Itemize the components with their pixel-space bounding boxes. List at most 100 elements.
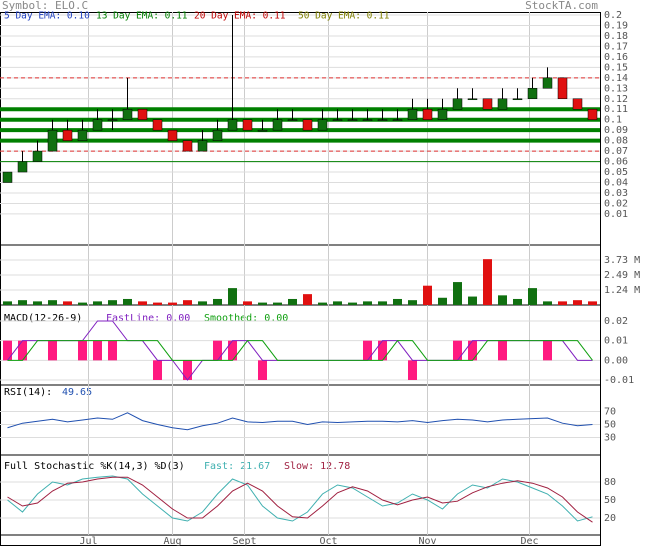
volume-bar [288,298,297,305]
volume-bar [213,298,222,305]
volume-bar [363,301,372,305]
volume-bar [93,301,102,305]
x-tick-label: Dec [520,536,538,546]
ema-legend: 20 Day EMA: 0.11 [194,11,286,22]
y-tick-label: 0.1 [604,115,622,126]
macd-smoothed-line [7,340,593,361]
macd-histogram [78,340,87,361]
candle-body [362,119,373,121]
macd-histogram [258,360,267,380]
y-tick-label: 0.11 [604,104,628,115]
candle-body [17,161,28,173]
candle-body [347,119,358,121]
rsi-value: 49.65 [62,387,92,398]
candle-body [287,119,298,121]
candle-body [92,119,103,131]
y-tick-label: 0.07 [604,146,628,157]
y-tick-label: 0.01 [604,336,628,347]
candle-body [587,108,598,120]
candle-body [32,150,43,162]
volume-bar [273,302,282,305]
volume-bar [558,301,567,305]
y-tick-label: 2.49 M [604,270,640,281]
volume-bar [408,300,417,305]
volume-bar [243,301,252,305]
macd-histogram [153,360,162,380]
stoch-slow-line [7,476,593,523]
volume-bar [543,301,552,305]
volume-bar [138,301,147,305]
macd-fast-label: FastLine: 0.00 [106,313,190,324]
candle-body [512,98,523,101]
y-tick-label: 0.04 [604,178,628,189]
y-tick-label: 70 [604,407,616,418]
x-tick-label: Jul [79,536,97,546]
macd-histogram [108,340,117,361]
volume-bar [423,285,432,305]
y-tick-label: 0.14 [604,73,628,84]
candle-body [2,171,13,183]
candle-body [572,98,583,110]
volume-bar [528,288,537,305]
volume-bar [588,301,597,305]
y-tick-label: 1.24 M [604,285,640,296]
y-tick-label: 80 [604,477,616,488]
candle-body [557,77,568,100]
candle-body [107,119,118,121]
volume-bar [78,302,87,305]
macd-histogram [408,360,417,380]
x-tick-label: Sept [232,536,256,546]
candle-body [272,119,283,131]
y-tick-label: 0.06 [604,157,628,168]
volume-bar [468,296,477,305]
y-tick-label: 0.00 [604,355,628,366]
volume-bar [573,300,582,305]
y-tick-label: 30 [604,433,616,444]
candle-body [392,119,403,121]
macd-histogram [18,340,27,361]
candle-body [332,119,343,121]
candle-body [137,108,148,120]
macd-histogram [228,340,237,361]
candle-body [302,119,313,131]
candle-body [77,129,88,141]
candle-body [167,129,178,141]
macd-histogram [453,340,462,361]
candle-body [47,129,58,152]
macd-histogram [363,340,372,361]
macd-histogram [213,340,222,361]
volume-bar [483,259,492,305]
y-tick-label: 0.2 [604,10,622,21]
candle-body [197,140,208,152]
ema-legend: 13 Day EMA: 0.11 [96,11,188,22]
volume-bar [258,302,267,305]
stoch-slow-label: Slow: 12.78 [284,461,350,472]
volume-bar [153,302,162,305]
candle-body [152,119,163,131]
y-tick-label: 0.01 [604,209,628,220]
volume-bar [33,301,42,305]
y-tick-label: 0.17 [604,41,628,52]
stoch-fast-line [7,475,593,522]
y-tick-label: 0.09 [604,125,628,136]
y-tick-label: 0.03 [604,188,628,199]
candle-body [407,108,418,120]
candle-body [317,119,328,131]
x-tick-label: Oct [319,536,337,546]
candle-body [377,119,388,121]
candle-body [122,108,133,120]
candle-body [467,98,478,101]
candle-body [482,98,493,110]
y-tick-label: 0.16 [604,52,628,63]
volume-bar [393,298,402,305]
candle-body [437,108,448,120]
y-tick-label: 0.08 [604,136,628,147]
volume-bar [333,301,342,305]
candle-body [497,98,508,110]
volume-bar [303,294,312,305]
y-tick-label: 0.12 [604,94,628,105]
rsi-line [7,412,593,431]
candle-body [257,129,268,132]
volume-bar [498,295,507,305]
volume-bar [348,302,357,305]
